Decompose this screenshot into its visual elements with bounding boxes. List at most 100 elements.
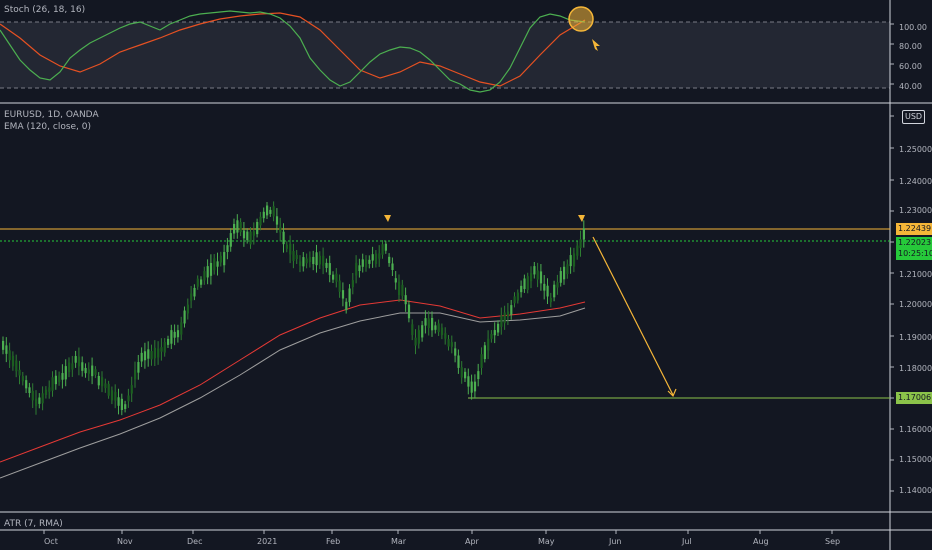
candle-body	[530, 273, 533, 282]
candle-body	[289, 244, 292, 255]
candle-body	[193, 287, 196, 297]
candle-body	[483, 345, 486, 360]
candle-body	[576, 245, 579, 256]
candle-body	[361, 259, 364, 267]
candle-body	[450, 342, 453, 347]
resistance-marker-left	[384, 215, 391, 222]
price-axis-124: 1.24000	[899, 177, 932, 186]
candle-body	[272, 206, 275, 217]
candle-body	[157, 348, 160, 358]
candle-body	[391, 263, 394, 271]
candle-body	[186, 304, 189, 314]
ema-grey-line	[0, 307, 586, 479]
ema-red-line	[0, 299, 586, 463]
candle-body	[239, 222, 242, 233]
candle-body	[41, 393, 44, 404]
candle-body	[104, 383, 107, 389]
candle-body	[447, 339, 450, 347]
candle-body	[457, 355, 460, 368]
candle-body	[556, 282, 559, 288]
candle-body	[124, 404, 127, 409]
candle-body	[417, 330, 420, 344]
candle-body	[407, 304, 411, 319]
currency-badge[interactable]: USD	[902, 110, 926, 124]
candle-body	[120, 398, 123, 410]
candle-body	[398, 281, 401, 296]
candle-body	[510, 305, 513, 315]
candle-body	[150, 351, 153, 360]
price-axis-115: 1.15000	[899, 455, 932, 464]
projection-arrow-head	[667, 388, 677, 398]
candle-body	[81, 362, 84, 371]
candle-body	[365, 259, 368, 268]
candle-body	[480, 354, 483, 368]
candle-body	[130, 385, 133, 394]
price-axis-114: 1.14000	[899, 486, 932, 495]
projection-arrow-line	[592, 236, 674, 396]
candle-body	[147, 349, 150, 359]
candle-body	[440, 327, 444, 336]
candle-body	[266, 205, 269, 216]
atr-indicator-label[interactable]: ATR (7, RMA)	[4, 519, 63, 529]
candle-body	[190, 293, 193, 301]
candle-body	[500, 315, 503, 327]
candle-body	[15, 360, 18, 372]
candle-body	[345, 301, 348, 311]
candle-body	[233, 223, 236, 234]
candle-body	[332, 274, 335, 280]
candle-body	[487, 338, 490, 351]
candle-body	[374, 253, 378, 264]
candle-body	[160, 347, 163, 352]
candle-body	[526, 276, 529, 290]
stoch-pointer-arrow	[592, 39, 600, 51]
candle-body	[28, 387, 31, 394]
candle-body	[77, 356, 81, 367]
stoch-k-line	[0, 10, 586, 93]
candle-body	[579, 239, 582, 249]
candle-body	[84, 367, 87, 374]
candle-body	[285, 244, 288, 249]
candle-body	[91, 365, 94, 377]
candle-body	[569, 255, 572, 267]
candle-body	[107, 383, 110, 396]
candle-body	[513, 296, 516, 304]
candle-body	[58, 375, 61, 382]
price-axis-121: 1.21000	[899, 270, 932, 279]
candle-body	[200, 279, 203, 285]
candle-body	[533, 266, 536, 275]
candle-body	[275, 216, 279, 225]
candle-body	[371, 254, 374, 261]
candle-body	[101, 377, 104, 387]
candle-body	[543, 283, 546, 291]
candle-body	[539, 271, 543, 284]
candle-body	[196, 278, 199, 287]
price-axis-119: 1.19000	[899, 333, 932, 342]
time-axis-dec: Dec	[187, 537, 203, 546]
candle-body	[223, 252, 226, 266]
candle-body	[341, 290, 345, 299]
stoch-indicator-label[interactable]: Stoch (26, 18, 16)	[4, 5, 86, 15]
candle-body	[490, 333, 493, 339]
price-axis-123: 1.23000	[899, 206, 932, 215]
time-axis-nov: Nov	[117, 537, 133, 546]
candle-body	[213, 258, 216, 271]
candle-body	[473, 381, 477, 392]
candle-body	[302, 257, 305, 267]
candle-body	[163, 342, 166, 353]
candle-body	[503, 312, 506, 324]
candle-body	[563, 266, 566, 280]
candle-body	[51, 377, 54, 391]
candle-body	[388, 256, 391, 264]
candle-body	[2, 340, 5, 350]
price-axis-118: 1.18000	[899, 364, 932, 373]
candle-body	[269, 209, 272, 214]
countdown-tag: 10:25:10	[896, 248, 932, 260]
candle-body	[246, 231, 249, 241]
candle-body	[35, 398, 38, 407]
candle-body	[516, 292, 519, 301]
candle-body	[61, 373, 64, 380]
ema-indicator-label[interactable]: EMA (120, close, 0)	[4, 122, 92, 132]
symbol-title[interactable]: EURUSD, 1D, OANDA	[4, 110, 99, 120]
